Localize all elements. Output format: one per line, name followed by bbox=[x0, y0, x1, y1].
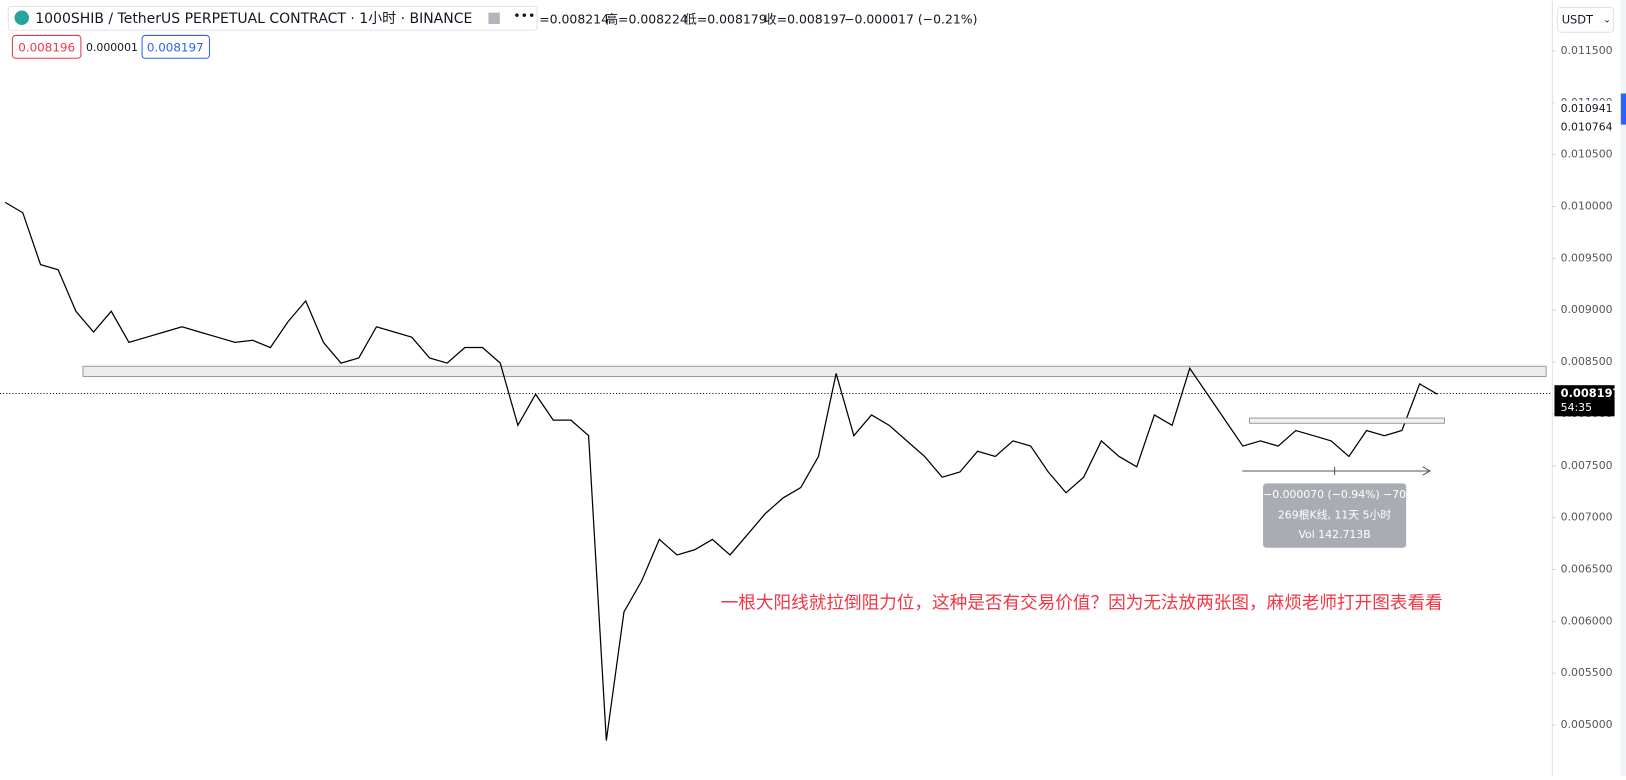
resistance-zone bbox=[82, 365, 1547, 378]
range-box bbox=[1249, 417, 1445, 424]
measure-box bbox=[1263, 483, 1407, 548]
currency-select[interactable] bbox=[1557, 6, 1615, 33]
countdown: 54:35 bbox=[1561, 401, 1592, 414]
ask: 0.008197 bbox=[147, 40, 204, 54]
symbol-box[interactable] bbox=[7, 5, 538, 31]
ohlc-close: 收=0.008197 bbox=[764, 11, 846, 26]
currency: USDT bbox=[1562, 12, 1593, 26]
measure-change: −0.000070 (−0.94%) −70 bbox=[1263, 488, 1406, 501]
y-tick-label: 0.008500 bbox=[1561, 355, 1613, 368]
y-tick-label: 0.007000 bbox=[1561, 511, 1613, 524]
y-tick-label: 0.005000 bbox=[1561, 718, 1613, 731]
symbol-icon bbox=[14, 10, 30, 26]
change: −0.000017 (−0.21%) bbox=[844, 11, 977, 26]
level-label-bg bbox=[1554, 100, 1617, 118]
ohlc-low: 低=0.008179 bbox=[684, 11, 766, 26]
more-button[interactable]: ••• bbox=[513, 8, 535, 23]
y-tick-label: 0.006500 bbox=[1561, 562, 1613, 575]
price-line bbox=[4, 201, 1438, 741]
current-price-box bbox=[1554, 385, 1615, 417]
level-label: 0.010764 bbox=[1561, 120, 1613, 133]
y-tick-label: 0.006000 bbox=[1561, 614, 1613, 627]
ohlc-open: =0.008214 bbox=[539, 11, 609, 26]
y-tick-label: 0.009500 bbox=[1561, 251, 1613, 264]
level-label: 0.010941 bbox=[1561, 102, 1613, 115]
measure-volume: Vol 142.713B bbox=[1299, 528, 1371, 541]
y-tick-label: 0.005500 bbox=[1561, 666, 1613, 679]
bid: 0.008196 bbox=[18, 40, 75, 54]
y-tick-label: 0.011500 bbox=[1561, 44, 1613, 57]
ask-box[interactable] bbox=[141, 34, 210, 59]
y-tick-label: 0.009000 bbox=[1561, 303, 1613, 316]
y-tick-label: 0.007500 bbox=[1561, 459, 1613, 472]
ohlc-high: 高=0.008224 bbox=[606, 11, 688, 26]
level-label-bg bbox=[1554, 119, 1617, 136]
dropdown-arrow: ⌄ bbox=[1603, 14, 1611, 25]
right-edge bbox=[1620, 0, 1626, 776]
spread: 0.000001 bbox=[86, 41, 138, 54]
bid-box[interactable] bbox=[11, 34, 82, 59]
symbol-title: 1000SHIB / TetherUS PERPETUAL CONTRACT ·… bbox=[35, 11, 472, 27]
annotation: 一根大阳线就拉倒阻力位，这种是否有交易价值？因为无法放两张图，麻烦老师打开图表看… bbox=[721, 594, 1443, 614]
plot-area: 0.0115000.0110000.0105000.0100000.009500… bbox=[0, 44, 1621, 741]
y-tick-label: 0.010500 bbox=[1561, 148, 1613, 161]
scroll-marker[interactable] bbox=[1620, 93, 1626, 125]
measure-arrowhead bbox=[1422, 466, 1432, 476]
current-price-label: 0.008197 bbox=[1561, 386, 1621, 400]
flag-icon[interactable] bbox=[488, 12, 500, 25]
y-tick-label: 0.010000 bbox=[1561, 200, 1613, 213]
measure-bars: 269根K线, 11天 5小时 bbox=[1278, 508, 1392, 522]
